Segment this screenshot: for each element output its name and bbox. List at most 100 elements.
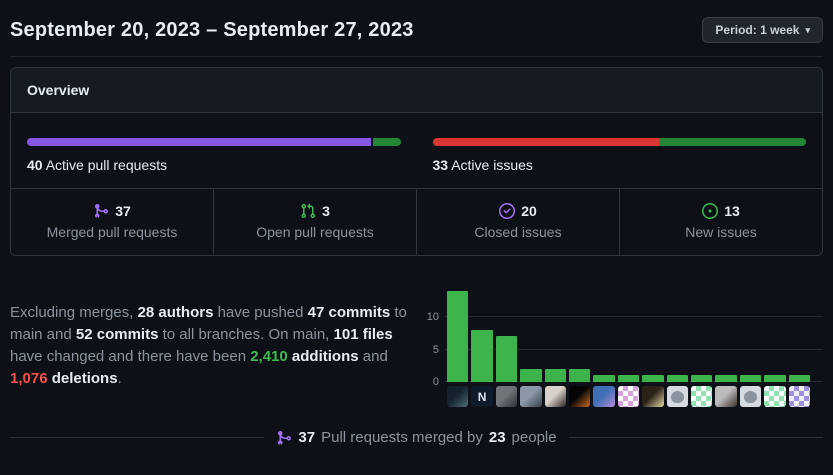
heading-rule-left [10,437,265,438]
contributor-avatar[interactable] [691,386,713,407]
contributor-avatar[interactable] [666,386,689,407]
stat-label: Open pull requests [256,224,374,240]
commit-bar[interactable] [569,369,591,382]
contributor-avatar[interactable] [520,386,542,407]
chart-bars [447,291,811,382]
summary-section: Excluding merges, 28 authors have pushed… [10,290,823,407]
issue-opened-icon [702,203,719,219]
diffstat-summary-paragraph: Excluding merges, 28 authors have pushed… [10,304,407,387]
period-button[interactable]: Period: 1 week ▾ [702,17,823,43]
contributor-avatar[interactable] [642,386,664,407]
commit-bar[interactable] [691,375,713,382]
commit-bar[interactable] [495,336,518,382]
stat-value: 37 [115,203,131,219]
git-merge-icon [278,430,292,445]
contributor-avatar[interactable]: N [471,386,493,407]
commit-bar[interactable] [715,375,737,382]
active-pull-requests-count: 40 [27,157,43,173]
stats-row: 37 Merged pull requests 3 Open pull requ… [11,188,822,255]
active-pull-requests-text: Active pull requests [42,157,168,173]
contributor-avatar[interactable] [739,386,762,407]
y-axis-tick: 10 [426,311,439,323]
commit-bar[interactable] [544,369,567,382]
commits-all-count: 52 commits [75,326,159,343]
gridline [445,316,823,317]
git-merge-icon [95,204,109,219]
merged-count: 37 [298,429,316,446]
merged-by-heading: 37 Pull requests merged by 23 people [10,429,824,446]
commits-per-author-chart: 0 5 10 N [425,290,823,407]
stat-value: 3 [322,203,330,219]
octocat-icon [744,390,758,403]
pull-requests-progress-bar [27,138,401,146]
merged-by-text: Pull requests merged by [321,429,483,446]
active-issues-text: Active issues [448,157,533,173]
deletions-count: 1,076 [10,370,48,387]
contributor-avatar[interactable] [544,386,567,407]
commit-bar[interactable] [447,291,469,382]
commit-bar[interactable] [617,375,640,382]
contributor-avatar[interactable] [764,386,786,407]
commit-bar[interactable] [642,375,664,382]
commit-bar[interactable] [739,375,762,382]
segment-gap [370,138,373,146]
stat-label: Merged pull requests [46,224,178,240]
commit-bar[interactable] [593,375,615,382]
stat-label: Closed issues [474,224,562,240]
y-axis-tick: 0 [432,376,439,388]
new-segment [658,138,806,146]
people-text: people [511,429,557,446]
contributor-avatar[interactable] [569,386,591,407]
header-divider [10,56,823,57]
stat-cell-new-issues[interactable]: 13 New issues [619,189,822,255]
active-issues-count: 33 [432,157,449,173]
chart-avatars: N [447,386,811,407]
open-segment [372,138,401,146]
y-axis-tick: 5 [432,343,439,356]
overview-panel: Overview 40 Active pull requests 33 Acti… [10,67,823,256]
stat-value: 13 [724,203,740,219]
stat-value: 20 [521,203,537,219]
page-header: September 20, 2023 – September 27, 2023 … [10,0,823,48]
active-issues-label: 33 Active issues [433,157,807,173]
commit-bar[interactable] [764,375,786,382]
contributor-avatar[interactable] [617,386,640,407]
commit-bar[interactable] [788,375,811,382]
deletions-word: deletions [47,370,118,387]
files-count: 101 files [333,326,393,343]
merged-by-content: 37 Pull requests merged by 23 people [276,429,557,446]
stat-cell-closed-issues[interactable]: 20 Closed issues [416,189,619,255]
octocat-icon [670,390,684,403]
active-pull-requests-label: 40 Active pull requests [27,157,401,173]
chart-plot: 0 5 10 [425,290,823,388]
contributor-avatar[interactable] [593,386,615,407]
chevron-down-icon: ▾ [805,24,810,35]
stat-cell-open-pull-requests[interactable]: 3 Open pull requests [213,189,416,255]
contributor-avatar[interactable] [447,386,469,407]
page-title: September 20, 2023 – September 27, 2023 [10,18,414,41]
stat-cell-merged-pull-requests[interactable]: 37 Merged pull requests [11,189,213,255]
contributor-avatar[interactable] [788,386,811,407]
contributor-avatar[interactable] [715,386,737,407]
commits-main-count: 47 commits [307,304,391,321]
overview-panel-title: Overview [11,68,822,113]
issues-column: 33 Active issues [417,113,823,188]
issues-progress-bar [432,138,807,146]
additions-word: additions [287,348,359,365]
merged-segment [27,138,371,146]
progress-bars-row: 40 Active pull requests 33 Active issues [11,113,822,188]
heading-rule-right [568,437,824,438]
contributor-avatar[interactable] [495,386,518,407]
git-pull-request-icon [301,203,316,219]
commit-bar[interactable] [471,330,493,382]
authors-count: 28 authors [137,304,214,321]
closed-segment [432,138,659,146]
pull-requests-column: 40 Active pull requests [11,113,417,188]
additions-count: 2,410 [250,348,288,365]
pulse-page: September 20, 2023 – September 27, 2023 … [10,0,824,446]
period-button-label: Period: 1 week [715,23,800,37]
gridline [445,348,823,350]
commit-bar[interactable] [520,369,542,382]
issue-closed-icon [499,203,516,219]
commit-bar[interactable] [666,375,689,382]
